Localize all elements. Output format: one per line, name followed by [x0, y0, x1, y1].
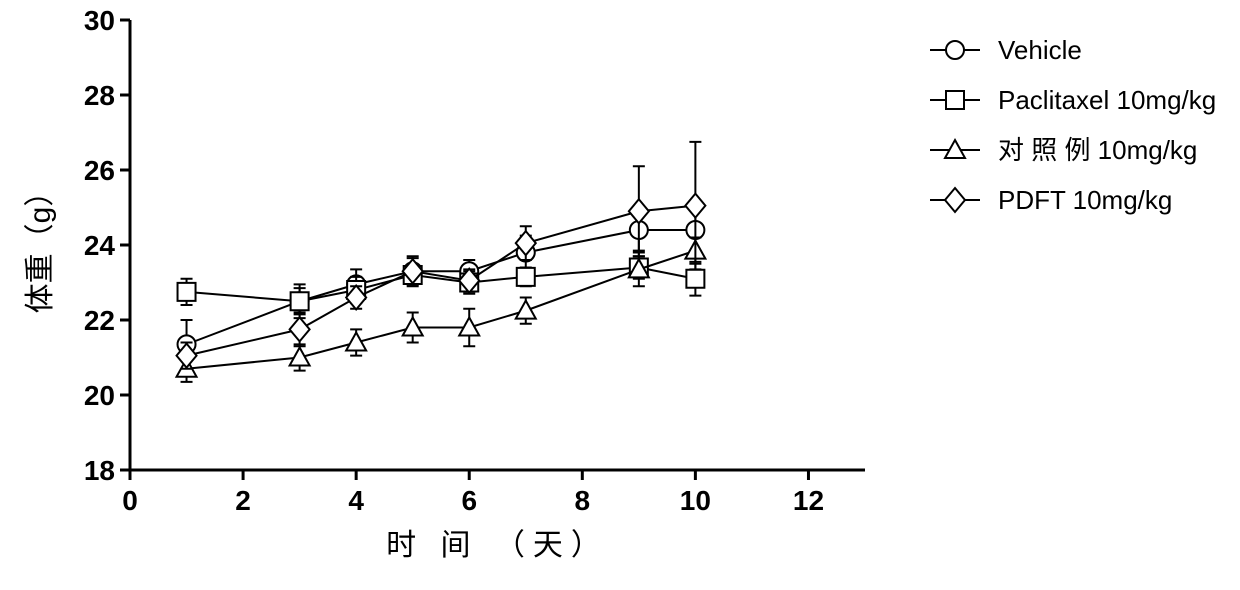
x-tick-label: 4 — [348, 485, 364, 516]
x-tick-label: 0 — [122, 485, 138, 516]
chart-svg: 02468101218202224262830时 间 （天）体重（g）Vehic… — [0, 0, 1240, 590]
x-tick-label: 8 — [575, 485, 591, 516]
legend-item-1: Paclitaxel 10mg/kg — [930, 85, 1216, 115]
legend-item-3: PDFT 10mg/kg — [930, 185, 1172, 215]
y-tick-label: 20 — [84, 380, 115, 411]
chart-container: 02468101218202224262830时 间 （天）体重（g）Vehic… — [0, 0, 1240, 590]
x-tick-label: 2 — [235, 485, 251, 516]
x-axis-title: 时 间 （天） — [386, 529, 609, 562]
y-tick-label: 18 — [84, 455, 115, 486]
y-tick-label: 26 — [84, 155, 115, 186]
y-tick-label: 24 — [84, 230, 116, 261]
series-1 — [178, 256, 705, 314]
legend-label: Vehicle — [998, 35, 1082, 65]
series-3 — [177, 142, 706, 369]
y-tick-label: 30 — [84, 5, 115, 36]
x-tick-label: 12 — [793, 485, 824, 516]
y-tick-label: 28 — [84, 80, 115, 111]
legend-label: 对 照 例 10mg/kg — [998, 135, 1197, 165]
x-tick-label: 6 — [461, 485, 477, 516]
legend-label: Paclitaxel 10mg/kg — [998, 85, 1216, 115]
series-0 — [178, 209, 705, 368]
series-2 — [177, 238, 706, 382]
legend-item-0: Vehicle — [930, 35, 1082, 65]
x-tick-label: 10 — [680, 485, 711, 516]
y-tick-label: 22 — [84, 305, 115, 336]
legend-label: PDFT 10mg/kg — [998, 185, 1172, 215]
y-axis-title: 体重（g） — [24, 177, 57, 314]
legend-item-2: 对 照 例 10mg/kg — [930, 135, 1197, 165]
